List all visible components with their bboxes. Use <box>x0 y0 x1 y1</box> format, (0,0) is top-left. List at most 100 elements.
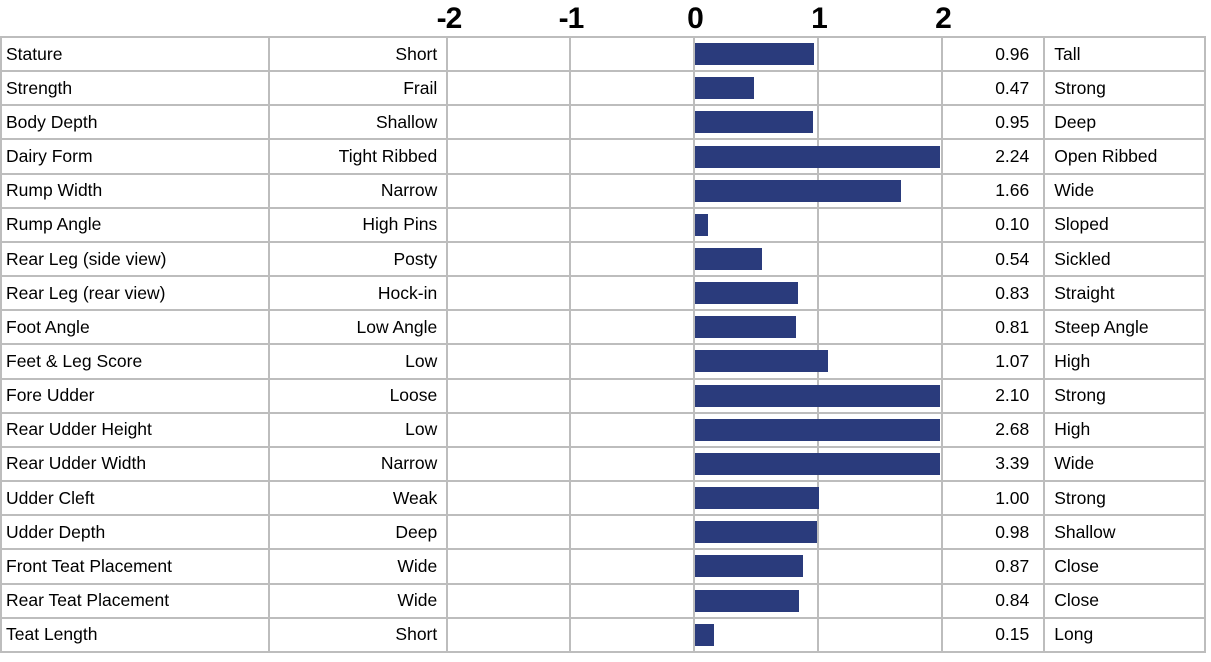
gridline-minus1 <box>569 550 572 583</box>
trait-name: Front Teat Placement <box>2 550 270 583</box>
sta-bar <box>695 350 828 373</box>
trait-name: Stature <box>2 38 270 71</box>
gridline-plus1 <box>817 208 820 241</box>
gridline-minus1 <box>569 413 572 446</box>
high-label: Sloped <box>1054 214 1109 235</box>
trait-name: Rear Leg (side view) <box>2 242 270 276</box>
sta-bar <box>695 521 817 544</box>
trait-name: Rear Udder Width <box>2 447 270 481</box>
gridline-zero <box>693 242 696 276</box>
sta-bar <box>695 77 754 100</box>
sta-value: 0.47 <box>943 72 1046 105</box>
chart-cell <box>448 277 944 310</box>
gridline-zero <box>693 208 696 241</box>
chart-cell <box>448 413 944 446</box>
sta-bar <box>695 452 941 475</box>
sta-value: 3.39 <box>943 447 1046 481</box>
low-label: Posty <box>270 242 449 276</box>
trait-row: Teat Length Short 0.15 Long <box>2 618 1204 653</box>
sta-bar <box>695 111 814 134</box>
high-label: Sickled <box>1054 248 1111 269</box>
high-label: Close <box>1054 555 1099 576</box>
trait-name: Rear Udder Height <box>2 413 270 446</box>
sta-value: 1.07 <box>943 345 1046 378</box>
gridline-plus1 <box>817 38 820 71</box>
sta-bar <box>695 589 800 612</box>
trait-name: Body Depth <box>2 106 270 139</box>
chart-cell <box>448 618 944 651</box>
high-label: Open Ribbed <box>1054 146 1158 167</box>
low-label: Short <box>270 618 449 651</box>
chart-cell <box>448 482 944 515</box>
trait-name: Teat Length <box>2 618 270 651</box>
gridline-minus1 <box>569 584 572 617</box>
gridline-minus1 <box>569 140 572 173</box>
trait-name: Foot Angle <box>2 311 270 344</box>
trait-row: Rump Angle High Pins 0.10 Sloped <box>2 208 1204 243</box>
gridline-minus1 <box>569 72 572 105</box>
trait-row: Fore Udder Loose 2.10 Strong <box>2 379 1204 414</box>
high-label: High <box>1054 350 1091 371</box>
trait-row: Feet & Leg Score Low 1.07 High <box>2 345 1204 380</box>
low-label: Deep <box>270 516 449 549</box>
sta-bar <box>695 316 796 339</box>
gridline-plus1 <box>817 584 820 617</box>
high-label: Deep <box>1054 111 1097 132</box>
gridline-zero <box>693 311 696 344</box>
gridline-zero <box>693 379 696 412</box>
gridline-minus1 <box>569 174 572 207</box>
gridline-zero <box>693 174 696 207</box>
sta-value: 0.95 <box>943 106 1046 139</box>
gridline-minus1 <box>569 379 572 412</box>
gridline-zero <box>693 72 696 105</box>
chart-cell <box>448 242 944 276</box>
sta-value: 2.24 <box>943 140 1046 173</box>
axis-tick-label: -2 <box>436 2 463 35</box>
gridline-plus1 <box>817 106 820 139</box>
trait-name: Strength <box>2 72 270 105</box>
gridline-plus1 <box>817 550 820 583</box>
sta-value: 0.87 <box>943 550 1046 583</box>
axis-tick-label: -1 <box>558 2 585 35</box>
chart-cell <box>448 174 944 207</box>
trait-row: Rump Width Narrow 1.66 Wide <box>2 174 1204 209</box>
low-label: Loose <box>270 379 449 412</box>
sta-bar <box>695 623 714 646</box>
gridline-plus1 <box>817 516 820 549</box>
low-label: Shallow <box>270 106 449 139</box>
trait-name: Rump Angle <box>2 208 270 241</box>
low-label: Tight Ribbed <box>270 140 449 173</box>
gridline-plus1 <box>817 242 820 276</box>
sta-bar <box>695 418 941 441</box>
gridline-zero <box>693 584 696 617</box>
low-label: High Pins <box>270 208 449 241</box>
sta-value: 0.15 <box>943 618 1046 651</box>
low-label: Narrow <box>270 174 449 207</box>
trait-name: Udder Cleft <box>2 482 270 515</box>
low-label: Wide <box>270 584 449 617</box>
axis-header: -2 -1 0 1 2 <box>0 0 1206 36</box>
chart-cell <box>448 516 944 549</box>
trait-name: Udder Depth <box>2 516 270 549</box>
gridline-minus1 <box>569 345 572 378</box>
low-label: Narrow <box>270 447 449 481</box>
gridline-zero <box>693 106 696 139</box>
trait-row: Rear Teat Placement Wide 0.84 Close <box>2 584 1204 619</box>
gridline-zero <box>693 516 696 549</box>
gridline-minus1 <box>569 311 572 344</box>
sta-bar <box>695 555 804 578</box>
gridline-plus1 <box>817 311 820 344</box>
trait-row: Foot Angle Low Angle 0.81 Steep Angle <box>2 311 1204 346</box>
low-label: Wide <box>270 550 449 583</box>
high-label: High <box>1054 419 1091 440</box>
trait-row: Rear Udder Width Narrow 3.39 Wide <box>2 447 1204 483</box>
sta-bar <box>695 145 941 168</box>
chart-cell <box>448 584 944 617</box>
gridline-zero <box>693 550 696 583</box>
low-label: Low <box>270 345 449 378</box>
gridline-zero <box>693 38 696 71</box>
sta-value: 0.81 <box>943 311 1046 344</box>
gridline-plus1 <box>817 618 820 651</box>
high-label: Wide <box>1054 453 1095 474</box>
gridline-zero <box>693 482 696 515</box>
